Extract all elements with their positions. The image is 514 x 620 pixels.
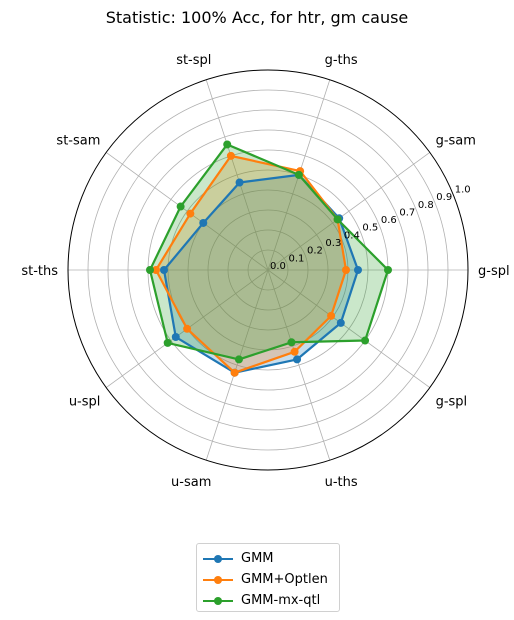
spoke-8 xyxy=(267,269,331,461)
series-fill-1 xyxy=(156,155,346,373)
series-0-point-6 xyxy=(171,333,180,342)
radial-tick-label-10: 1.0 xyxy=(455,184,471,195)
radial-tick-label-3: 0.3 xyxy=(325,238,341,249)
spoke-1 xyxy=(267,152,431,271)
series-fill-0 xyxy=(164,174,358,373)
series-0-point-3 xyxy=(235,178,244,187)
radial-tick-label-5: 0.5 xyxy=(362,223,378,234)
legend: GMM GMM+Optlen GMM-mx-qtl xyxy=(196,543,340,612)
axis-label-6: u-spl xyxy=(69,394,101,409)
series-fill-2 xyxy=(150,144,388,360)
legend-label-1: GMM+Optlen xyxy=(241,572,328,587)
series-0-point-9 xyxy=(336,318,345,327)
series-1-point-5 xyxy=(152,266,160,274)
series-2-point-3 xyxy=(223,140,232,149)
legend-swatch-1 xyxy=(203,574,233,586)
legend-swatch-0 xyxy=(203,553,233,565)
radial-tick-label-1: 0.1 xyxy=(288,253,304,264)
spoke-7 xyxy=(205,269,269,461)
radial-tick-label-7: 0.7 xyxy=(399,207,415,218)
axis-label-0: g-spl xyxy=(478,264,510,279)
axis-label-9: g-spl xyxy=(436,394,468,409)
radial-tick-label-2: 0.2 xyxy=(307,246,323,257)
axis-label-1: g-sam xyxy=(436,134,476,149)
legend-label-0: GMM xyxy=(241,551,274,566)
axis-label-2: g-ths xyxy=(325,53,358,68)
radial-tick-label-0: 0.0 xyxy=(270,261,286,272)
series-1-point-8 xyxy=(290,347,299,356)
series-0-point-8 xyxy=(293,355,302,364)
legend-item-2: GMM-mx-qtl xyxy=(203,590,339,611)
legend-item-1: GMM+Optlen xyxy=(203,569,339,590)
series-2-point-6 xyxy=(163,338,172,347)
axis-label-4: st-sam xyxy=(56,134,100,149)
series-2-point-5 xyxy=(146,266,154,274)
spoke-3 xyxy=(205,79,269,271)
radial-tick-label-8: 0.8 xyxy=(418,200,434,211)
series-2-point-7 xyxy=(234,355,243,364)
series-2-point-1 xyxy=(333,215,342,224)
radial-tick-label-4: 0.4 xyxy=(344,230,360,241)
series-1-point-9 xyxy=(327,311,336,320)
axis-label-3: st-spl xyxy=(176,53,211,68)
axis-label-8: u-ths xyxy=(325,475,358,490)
series-2-point-2 xyxy=(294,170,303,179)
radial-tick-label-6: 0.6 xyxy=(381,215,397,226)
series-1-point-7 xyxy=(230,368,239,377)
spoke-9 xyxy=(267,269,431,388)
axis-label-5: st-ths xyxy=(21,264,58,279)
series-1-point-0 xyxy=(342,266,350,274)
series-2-point-8 xyxy=(287,338,296,347)
series-2-point-4 xyxy=(176,202,185,211)
axis-label-7: u-sam xyxy=(171,475,211,490)
series-1-point-6 xyxy=(183,324,192,333)
series-1-point-3 xyxy=(226,151,235,160)
outer-frame xyxy=(67,69,469,471)
series-0-point-4 xyxy=(199,218,208,227)
legend-label-2: GMM-mx-qtl xyxy=(241,593,321,608)
chart-title: Statistic: 100% Acc, for htr, gm cause xyxy=(105,8,409,27)
series-0-point-5 xyxy=(160,266,168,274)
series-1-point-4 xyxy=(186,209,195,218)
legend-swatch-2 xyxy=(203,595,233,607)
legend-item-0: GMM xyxy=(203,548,339,569)
series-2-point-0 xyxy=(384,266,392,274)
series-2-point-9 xyxy=(361,336,370,345)
radial-tick-label-9: 0.9 xyxy=(436,192,452,203)
series-0-point-0 xyxy=(354,266,362,274)
